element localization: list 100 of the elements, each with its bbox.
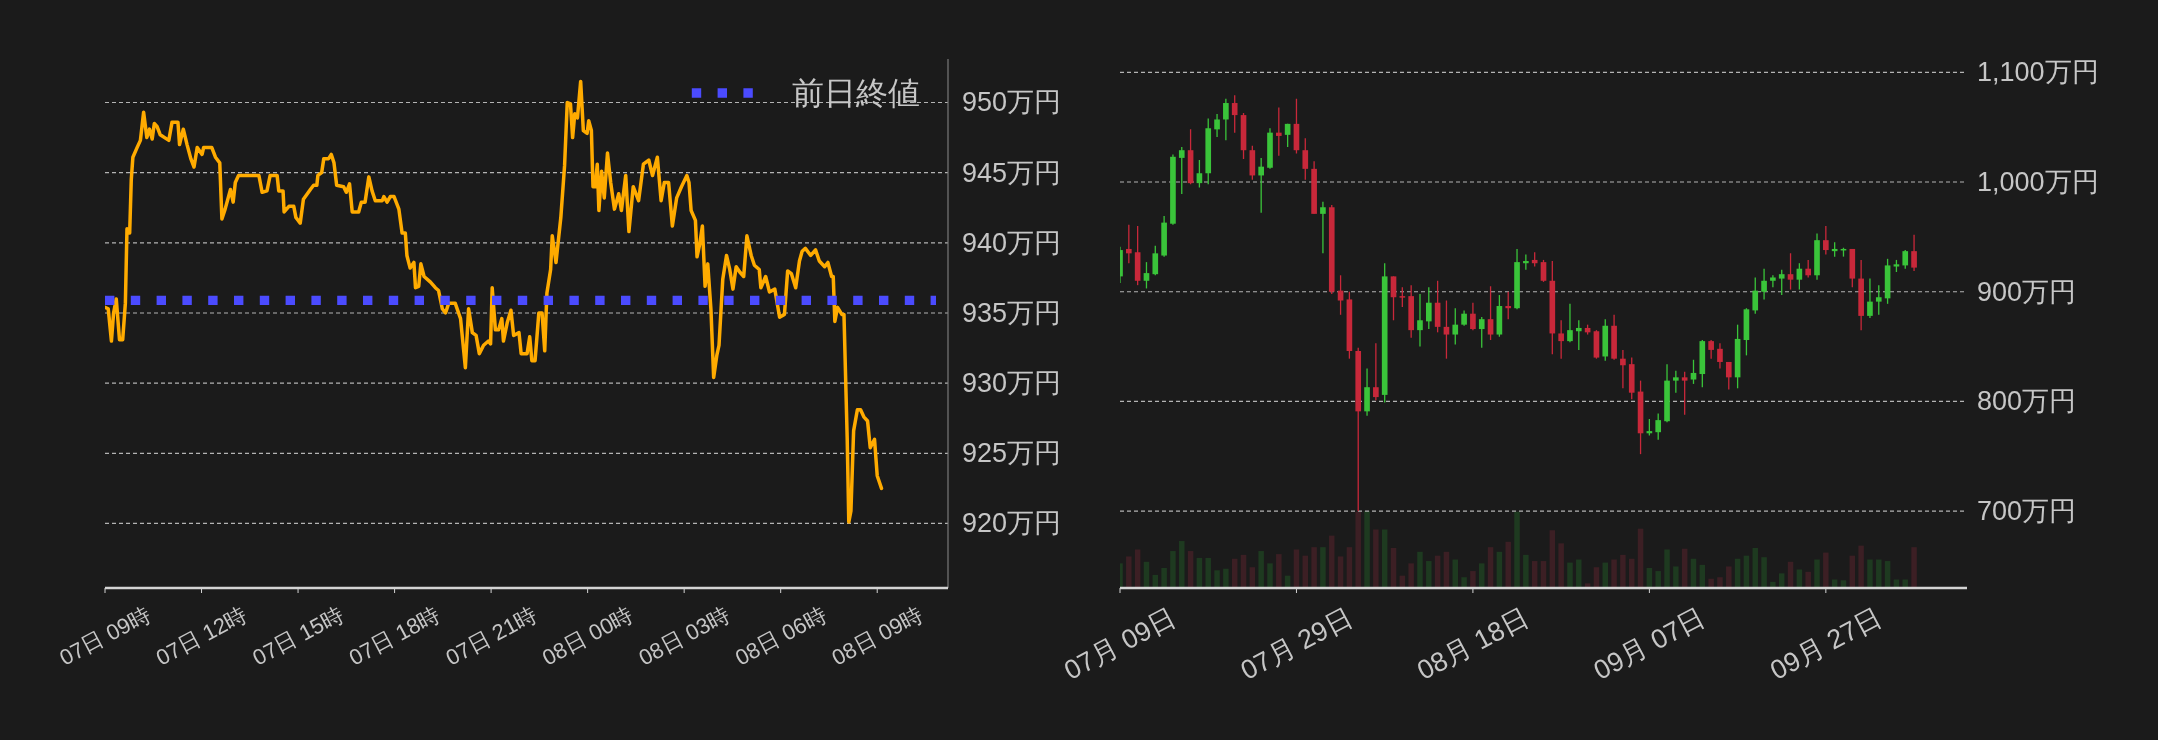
bar	[1223, 568, 1229, 588]
bar	[1814, 559, 1820, 588]
y-tick-label: 940万円	[962, 227, 1062, 258]
candlestick	[1761, 268, 1767, 301]
candlestick	[1540, 259, 1547, 283]
bar	[1161, 567, 1167, 588]
y-tick-label: 800万円	[1977, 386, 2077, 417]
bar	[1664, 549, 1670, 588]
bar	[1911, 547, 1917, 588]
candlestick	[1417, 293, 1423, 348]
legend-label: 前日終値	[792, 75, 920, 111]
bar	[1523, 554, 1529, 588]
candlestick	[1373, 342, 1379, 402]
bar	[1408, 563, 1414, 588]
bar	[1311, 547, 1317, 588]
x-tick-label: 07月 09日	[1059, 602, 1181, 686]
y-tick-label: 900万円	[1977, 276, 2077, 307]
candlestick	[1302, 137, 1309, 181]
bar	[1355, 511, 1361, 588]
candlestick	[1867, 277, 1873, 319]
candlestick	[1178, 146, 1185, 195]
bar	[1470, 571, 1476, 588]
candlestick	[1567, 303, 1573, 343]
bar	[1858, 545, 1864, 588]
bar	[1258, 551, 1264, 588]
bar	[1620, 554, 1626, 588]
y-tick-label: 945万円	[962, 157, 1062, 188]
bar	[1708, 578, 1714, 588]
candlestick	[1399, 286, 1406, 308]
candlestick	[1787, 252, 1794, 291]
bar	[1426, 561, 1432, 588]
y-tick-label: 1,000万円	[1977, 167, 2099, 198]
bar	[1726, 566, 1732, 588]
y-tick-label: 1,100万円	[1977, 57, 2099, 88]
bar	[1346, 547, 1353, 588]
bar	[1717, 577, 1723, 588]
y-tick-label: 935万円	[962, 297, 1062, 328]
bar	[1126, 556, 1132, 588]
candlestick	[1725, 361, 1732, 391]
candlestick	[1673, 370, 1679, 394]
bar	[1549, 530, 1556, 588]
candlestick	[1575, 319, 1582, 351]
candlestick	[1214, 113, 1220, 138]
candlestick	[1875, 284, 1882, 316]
bar	[1823, 552, 1829, 588]
y-tick-label: 950万円	[962, 87, 1062, 118]
candlestick	[1902, 249, 1909, 270]
candlestick	[1752, 276, 1759, 315]
bar	[1876, 559, 1882, 588]
bar	[1761, 557, 1767, 588]
candlestick	[1443, 299, 1450, 360]
bar	[1170, 551, 1176, 588]
candlestick	[1911, 234, 1917, 272]
bar	[1805, 571, 1811, 588]
bar	[1214, 570, 1220, 588]
candlestick	[1778, 269, 1785, 296]
candlestick	[1770, 274, 1776, 289]
y-tick-label: 920万円	[962, 508, 1062, 539]
candlestick	[1320, 201, 1326, 254]
candlestick	[1470, 302, 1476, 331]
bar	[1637, 528, 1644, 588]
candlestick	[1275, 106, 1282, 157]
bar	[1276, 554, 1282, 588]
candlestick	[1655, 412, 1662, 441]
candlestick	[1823, 225, 1829, 256]
y-tick-label: 925万円	[962, 438, 1062, 469]
x-tick-label: 09月 07日	[1588, 602, 1711, 686]
bar	[1267, 563, 1273, 588]
bar	[1373, 529, 1379, 588]
x-tick-label: 07月 29日	[1235, 602, 1358, 686]
bar	[1320, 547, 1326, 588]
candlestick	[1487, 285, 1494, 341]
candlestick	[1258, 157, 1264, 214]
bar	[1417, 551, 1423, 588]
candlestick	[1425, 286, 1432, 330]
candlestick	[1620, 349, 1626, 389]
candlestick	[1708, 339, 1714, 360]
bar	[1567, 562, 1573, 588]
candlestick	[1505, 291, 1512, 320]
bar	[1487, 547, 1494, 588]
candlestick	[1152, 245, 1159, 276]
bar	[1558, 543, 1564, 588]
candlestick	[1143, 261, 1150, 290]
bar	[1576, 559, 1582, 588]
bar	[1673, 566, 1679, 588]
y-tick-label: 700万円	[1977, 496, 2077, 527]
bar	[1867, 559, 1873, 588]
candlestick	[1223, 97, 1229, 141]
bar	[1514, 511, 1520, 588]
bar	[1337, 556, 1344, 588]
bar	[1611, 559, 1617, 588]
bar	[1381, 529, 1388, 588]
candlestick	[1717, 342, 1723, 370]
candlestick	[1523, 253, 1529, 271]
x-tick-label: 08月 18日	[1412, 602, 1534, 686]
candlestick	[1126, 224, 1132, 264]
bar	[1364, 511, 1370, 588]
y-tick-label: 930万円	[962, 368, 1062, 399]
bar	[1505, 541, 1511, 588]
candlestick	[1452, 307, 1459, 346]
